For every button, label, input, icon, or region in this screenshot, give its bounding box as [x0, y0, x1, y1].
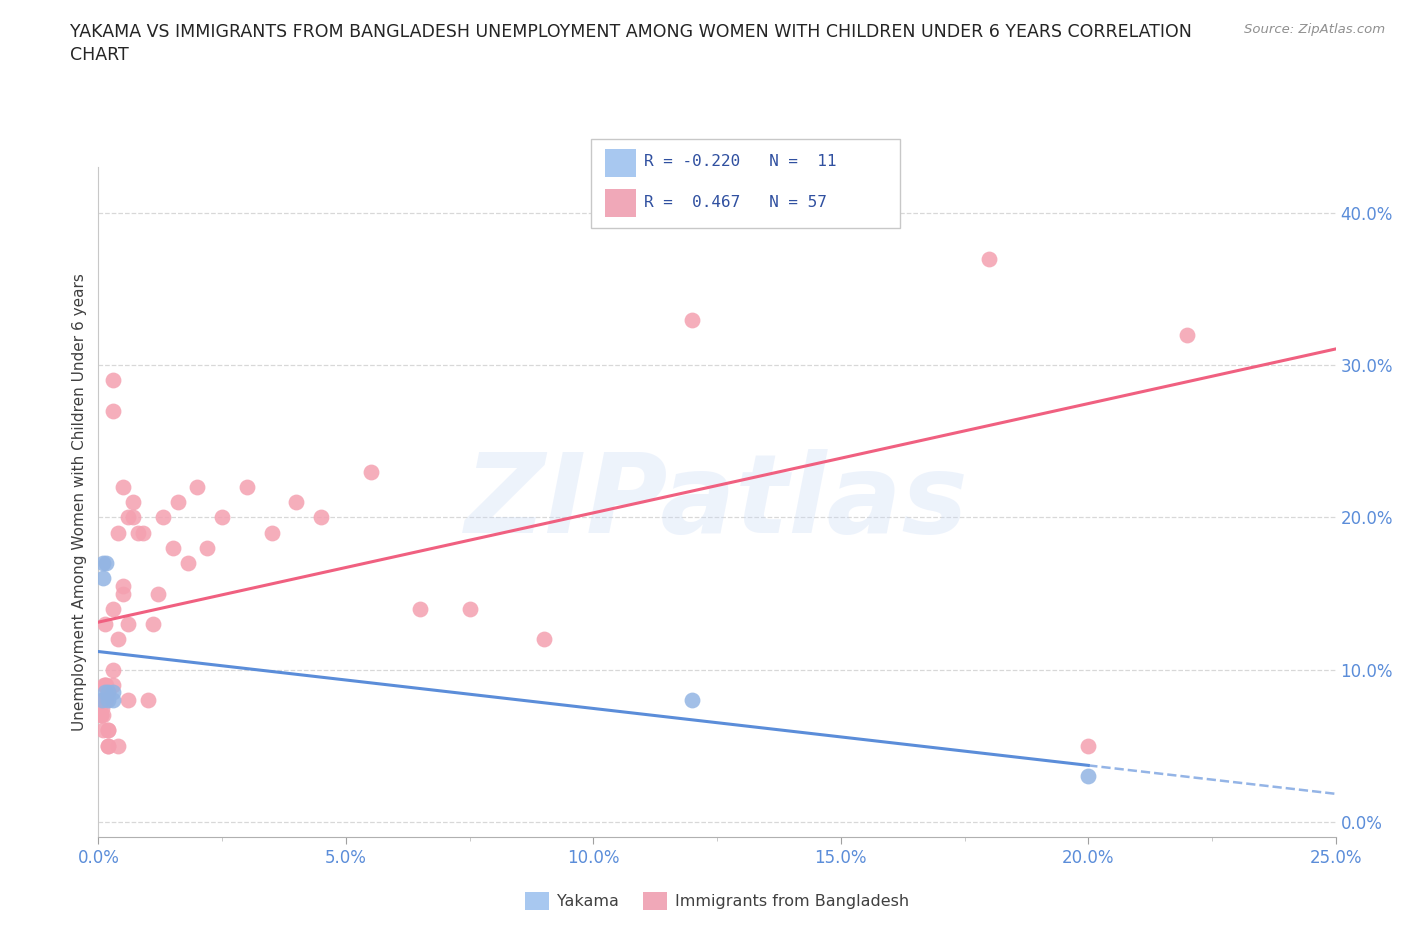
Text: R = -0.220   N =  11: R = -0.220 N = 11 [644, 154, 837, 169]
Point [360, 464, 382, 479]
Point [122, 510, 145, 525]
Point [533, 631, 555, 646]
Point [103, 404, 125, 418]
Point [127, 525, 149, 540]
Point [93, 555, 115, 570]
Point [93, 693, 115, 708]
Point [979, 251, 1001, 266]
Point [107, 525, 129, 540]
Point [94, 693, 117, 708]
Point [93, 571, 115, 586]
Point [94, 685, 117, 700]
Point [1077, 738, 1099, 753]
Point [90, 700, 112, 715]
Point [107, 631, 129, 646]
Text: CHART: CHART [70, 46, 129, 64]
Point [285, 495, 308, 510]
Point [97, 723, 120, 737]
Y-axis label: Unemployment Among Women with Children Under 6 years: Unemployment Among Women with Children U… [72, 273, 87, 731]
Point [136, 693, 159, 708]
Point [146, 586, 169, 601]
Point [91, 693, 114, 708]
Point [94, 677, 117, 692]
Point [97, 693, 120, 708]
Text: R =  0.467   N = 57: R = 0.467 N = 57 [644, 195, 827, 210]
Point [94, 677, 117, 692]
Point [117, 617, 139, 631]
Point [94, 617, 117, 631]
Point [97, 685, 120, 700]
Point [122, 495, 145, 510]
Point [107, 738, 129, 753]
Point [97, 738, 120, 753]
Point [211, 510, 233, 525]
Point [1175, 327, 1198, 342]
Point [91, 693, 114, 708]
Point [162, 540, 184, 555]
Point [112, 480, 135, 495]
Point [260, 525, 283, 540]
Point [195, 540, 218, 555]
Point [90, 708, 112, 723]
Point [93, 708, 115, 723]
Point [93, 677, 115, 692]
Point [236, 480, 259, 495]
Point [94, 555, 117, 570]
Point [103, 677, 125, 692]
Point [97, 685, 120, 700]
Point [103, 685, 125, 700]
Point [681, 693, 703, 708]
Point [97, 738, 120, 753]
Text: Source: ZipAtlas.com: Source: ZipAtlas.com [1244, 23, 1385, 36]
Point [1077, 769, 1099, 784]
Point [97, 723, 120, 737]
Point [93, 723, 115, 737]
Point [458, 602, 481, 617]
Point [176, 555, 198, 570]
Point [103, 602, 125, 617]
Point [90, 708, 112, 723]
Point [132, 525, 155, 540]
Point [186, 480, 208, 495]
Point [103, 373, 125, 388]
Legend: Yakama, Immigrants from Bangladesh: Yakama, Immigrants from Bangladesh [519, 886, 915, 916]
Text: ZIPatlas: ZIPatlas [465, 448, 969, 556]
Point [112, 586, 135, 601]
Point [309, 510, 332, 525]
Point [117, 510, 139, 525]
Point [103, 662, 125, 677]
Point [117, 693, 139, 708]
Point [103, 693, 125, 708]
Point [166, 495, 188, 510]
Point [152, 510, 174, 525]
Point [112, 578, 135, 593]
Point [409, 602, 432, 617]
Point [142, 617, 165, 631]
Text: YAKAMA VS IMMIGRANTS FROM BANGLADESH UNEMPLOYMENT AMONG WOMEN WITH CHILDREN UNDE: YAKAMA VS IMMIGRANTS FROM BANGLADESH UNE… [70, 23, 1192, 41]
Point [681, 312, 703, 327]
